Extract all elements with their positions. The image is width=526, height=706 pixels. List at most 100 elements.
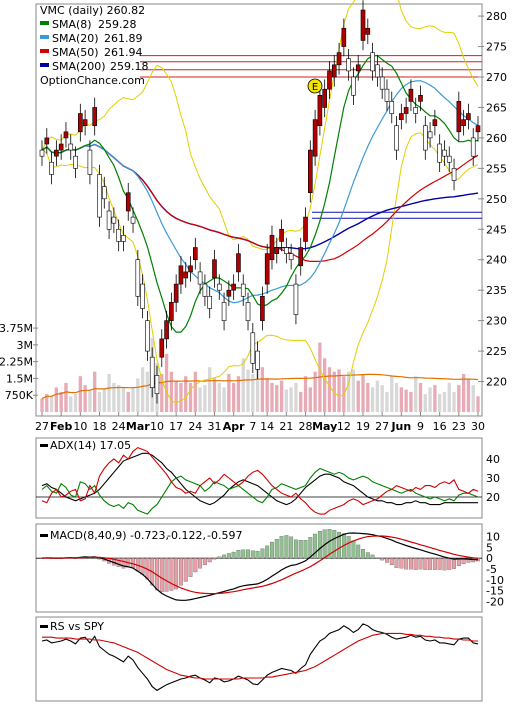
volume-bar — [121, 387, 126, 412]
price-tick-label: 235 — [486, 284, 507, 297]
price-tick-label: 230 — [486, 315, 507, 328]
rs-series-line — [41, 623, 479, 692]
x-tick-label: 27 — [375, 420, 389, 433]
candle-body — [92, 107, 98, 127]
volume-bar — [414, 376, 418, 412]
volume-bar — [227, 373, 231, 412]
volume-bar — [241, 358, 245, 412]
candle-body — [317, 94, 323, 127]
volume-tick-label: 3M — [17, 339, 34, 352]
macd-histogram-bar — [370, 554, 375, 559]
price-tick-label: 225 — [486, 345, 507, 358]
volume-bar — [323, 358, 327, 412]
macd-histogram-bar — [202, 558, 207, 566]
macd-histogram-bar — [198, 558, 203, 569]
macd-histogram-bar — [389, 558, 394, 566]
x-tick-label: 24 — [112, 420, 126, 433]
volume-bar — [303, 376, 308, 412]
x-tick-label: 12 — [337, 420, 351, 433]
volume-bar — [174, 380, 178, 412]
price-legend: VMC (daily) 260.82 SMA(8) 259.28 SMA(20)… — [40, 4, 149, 87]
x-tick-label: 31 — [207, 420, 221, 433]
candle-body — [73, 155, 78, 169]
volume-bar — [255, 353, 260, 412]
macd-histogram-bar — [188, 558, 193, 577]
candle-body — [159, 338, 165, 358]
moving-average-lines — [41, 0, 479, 404]
volume-bar — [88, 389, 92, 412]
volume-bar — [380, 385, 384, 412]
adx-title: ADX(14) 17.05 — [50, 439, 131, 452]
volume-bar — [102, 389, 106, 412]
macd-histogram-bar — [164, 558, 169, 592]
volume-bar — [279, 380, 284, 412]
macd-histogram-bar — [432, 558, 437, 570]
volume-bar — [476, 396, 480, 412]
candle-body — [461, 119, 466, 127]
macd-histogram-bar — [207, 558, 212, 563]
candlesticks — [39, 0, 481, 404]
legend-sma200-label: SMA(200) — [52, 60, 106, 73]
macd-histogram-bar — [337, 531, 342, 559]
macd-histogram-bar — [274, 539, 279, 559]
volume-bar — [356, 380, 360, 412]
candle-body — [212, 259, 217, 279]
candle-body — [408, 88, 414, 102]
macd-histogram-bar — [270, 541, 274, 559]
candle-body — [327, 70, 332, 90]
price-tick-label: 265 — [486, 101, 507, 114]
rs-title: RS vs SPY — [50, 620, 104, 633]
macd-histogram-bar — [423, 558, 428, 570]
legend-sma200-value: 259.18 — [110, 60, 149, 73]
candle-body — [418, 94, 423, 102]
x-tick-label: Mar — [126, 420, 150, 433]
volume-bar — [188, 382, 193, 412]
x-tick-label: 21 — [279, 420, 293, 433]
candle-body — [125, 192, 131, 212]
macd-histogram-bar — [293, 539, 298, 559]
macd-histogram-bar — [365, 552, 370, 559]
macd-histogram-bar — [413, 558, 418, 570]
candle-body — [451, 168, 457, 181]
candle-body — [442, 149, 447, 157]
macd-title: MACD(8,40,9) -0.723, — [50, 529, 169, 542]
adx-series-line — [41, 467, 479, 515]
volume-bar — [179, 382, 183, 412]
candle-body — [183, 271, 189, 279]
volume-bar — [169, 371, 174, 412]
macd-signal-value: -0.122, — [167, 529, 206, 542]
candle-body — [169, 302, 174, 321]
adx-legend: ADX(14) 17.05 — [40, 439, 131, 452]
x-tick-label: Jun — [390, 420, 411, 433]
x-tick-label: Apr — [223, 420, 245, 433]
candle-body — [370, 52, 375, 72]
candle-body — [149, 356, 155, 388]
volume-bar — [438, 394, 442, 412]
volume-bars — [40, 338, 480, 412]
price-tick-label: 280 — [486, 10, 507, 23]
macd-series-line — [41, 532, 479, 601]
macd-hist-value: -0.597 — [207, 529, 242, 542]
candle-body — [384, 88, 390, 102]
volume-bar — [370, 387, 375, 412]
macd-histogram-bar — [380, 558, 385, 561]
candle-body — [68, 143, 74, 151]
price-tick-label: 250 — [486, 193, 507, 206]
bollinger-lower-line — [41, 132, 479, 404]
macd-tick-label: -15 — [486, 585, 504, 598]
candle-body — [399, 113, 404, 120]
macd-histogram-bar — [437, 558, 442, 570]
event-marker: E — [307, 78, 323, 94]
macd-histogram-bar — [317, 531, 322, 559]
candle-body — [274, 247, 280, 254]
macd-histogram-bar — [183, 558, 188, 582]
x-tick-label: 30 — [471, 420, 485, 433]
rs-series-line — [42, 632, 478, 680]
candle-body — [245, 302, 251, 321]
candle-body — [413, 107, 419, 114]
legend-sma20-label: SMA(20) — [52, 32, 99, 45]
candle-body — [288, 253, 294, 261]
macd-histogram-bar — [452, 558, 456, 569]
bollinger-upper-line — [41, 0, 479, 251]
candle-body — [226, 289, 232, 297]
